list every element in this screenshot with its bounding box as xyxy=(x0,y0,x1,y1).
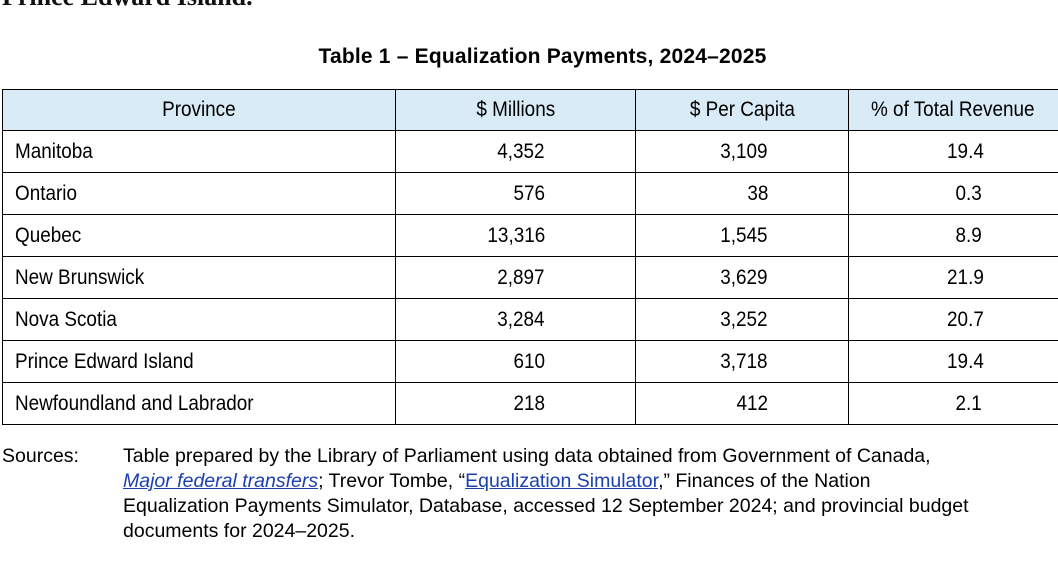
province-cell: Prince Edward Island xyxy=(2,340,396,383)
pct-revenue-cell: 2.1 xyxy=(848,382,1058,425)
sources-line-4: documents for 2024–2025. xyxy=(123,520,356,542)
millions-cell: 610 xyxy=(395,340,636,383)
per-capita-cell: 3,629 xyxy=(635,256,849,299)
province-cell: New Brunswick xyxy=(2,256,396,299)
table-row: Ontario 576 38 0.3 xyxy=(2,172,1058,215)
previous-paragraph-fragment: Prince Edward Island. xyxy=(2,0,253,12)
per-capita-cell: 38 xyxy=(635,172,849,215)
header-millions: $ Millions xyxy=(395,89,636,131)
sources-text: ; Trevor Tombe, “ xyxy=(318,470,466,492)
millions-cell: 3,284 xyxy=(395,298,636,341)
province-cell: Newfoundland and Labrador xyxy=(2,382,396,425)
table-row: Nova Scotia 3,284 3,252 20.7 xyxy=(2,298,1058,341)
table-row: Prince Edward Island 610 3,718 19.4 xyxy=(2,340,1058,383)
pct-revenue-cell: 19.4 xyxy=(848,340,1058,383)
equalization-table: Province $ Millions $ Per Capita % of To… xyxy=(2,89,1058,425)
per-capita-cell: 3,252 xyxy=(635,298,849,341)
millions-cell: 2,897 xyxy=(395,256,636,299)
table-row: Manitoba 4,352 3,109 19.4 xyxy=(2,130,1058,173)
header-pct-revenue: % of Total Revenue xyxy=(848,89,1058,131)
per-capita-cell: 412 xyxy=(635,382,849,425)
equalization-simulator-link[interactable]: Equalization Simulator xyxy=(465,470,659,492)
header-per-capita: $ Per Capita xyxy=(635,89,849,131)
pct-revenue-cell: 8.9 xyxy=(848,214,1058,257)
table-caption: Table 1 – Equalization Payments, 2024–20… xyxy=(318,45,767,68)
table-row: New Brunswick 2,897 3,629 21.9 xyxy=(2,256,1058,299)
province-cell: Ontario xyxy=(2,172,396,215)
per-capita-cell: 1,545 xyxy=(635,214,849,257)
sources-body: Table prepared by the Library of Parliam… xyxy=(123,444,969,544)
province-cell: Manitoba xyxy=(2,130,396,173)
table-row: Newfoundland and Labrador 218 412 2.1 xyxy=(2,382,1058,425)
pct-revenue-cell: 19.4 xyxy=(848,130,1058,173)
header-province: Province xyxy=(2,89,396,131)
millions-cell: 13,316 xyxy=(395,214,636,257)
table-header-row: Province $ Millions $ Per Capita % of To… xyxy=(2,89,1058,131)
millions-cell: 4,352 xyxy=(395,130,636,173)
pct-revenue-cell: 21.9 xyxy=(848,256,1058,299)
per-capita-cell: 3,718 xyxy=(635,340,849,383)
sources-line-1: Table prepared by the Library of Parliam… xyxy=(123,445,931,467)
sources-text: ,” Finances of the Nation xyxy=(658,470,871,492)
major-federal-transfers-link[interactable]: Major federal transfers xyxy=(123,470,319,492)
millions-cell: 576 xyxy=(395,172,636,215)
sources-line-3: Equalization Payments Simulator, Databas… xyxy=(123,495,969,517)
table-row: Quebec 13,316 1,545 8.9 xyxy=(2,214,1058,257)
province-cell: Nova Scotia xyxy=(2,298,396,341)
sources-line-2: Major federal transfers; Trevor Tombe, “… xyxy=(123,469,969,494)
sources-label: Sources: xyxy=(2,445,79,467)
pct-revenue-cell: 20.7 xyxy=(848,298,1058,341)
per-capita-cell: 3,109 xyxy=(635,130,849,173)
pct-revenue-cell: 0.3 xyxy=(848,172,1058,215)
millions-cell: 218 xyxy=(395,382,636,425)
province-cell: Quebec xyxy=(2,214,396,257)
